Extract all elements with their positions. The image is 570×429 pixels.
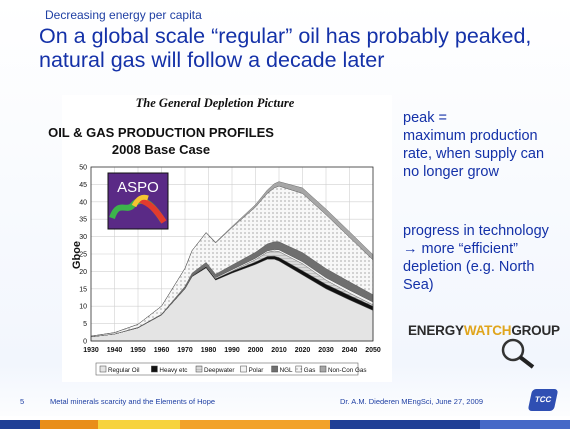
axes: 0 5 10 15 20 25 30 35 40 45 50 1930 1940 1950 1960 1970…	[79, 165, 381, 355]
logo-watch: WATCH	[463, 323, 512, 338]
title-line-2: natural gas will follow a decade later	[39, 48, 385, 72]
technology-note-line-1: progress in technology	[403, 223, 549, 239]
y-tick-label: 20	[79, 269, 87, 276]
legend-label: Regular Oil	[108, 367, 140, 374]
x-tick-label: 1940	[107, 347, 123, 354]
y-axis-label: Gboe	[71, 241, 83, 269]
footer-stripe	[98, 420, 180, 429]
x-tick-label: 1970	[177, 347, 193, 354]
footer-right-text: Dr. A.M. Diederen MEngSci, June 27, 2009	[340, 397, 483, 406]
chart-subtitle: 2008 Base Case	[111, 142, 211, 157]
magnifier-icon	[501, 338, 535, 369]
chart-title: OIL & GAS PRODUCTION PROFILES	[48, 125, 274, 140]
technology-note: progress in technology → more “efficient…	[403, 222, 549, 294]
logo-energy: ENERGY	[408, 323, 464, 338]
logo-group: GROUP	[511, 323, 560, 338]
legend-label: Gas	[304, 367, 316, 374]
footer-left-text: Metal minerals scarcity and the Elements…	[50, 397, 216, 406]
legend-swatch	[99, 365, 107, 373]
technology-note-line-4: Sea)	[403, 277, 434, 293]
peak-note-line-1: peak =	[403, 110, 447, 126]
chart-legend: Regular Oil Heavy etc Deepwater Polar NGL Gas…	[95, 362, 367, 376]
peak-note-line-2: maximum production	[403, 128, 538, 144]
legend-swatch	[295, 365, 303, 373]
x-tick-label: 1990	[224, 347, 240, 354]
energy-watch-group-logo: ENERGYWATCHGROUP	[408, 323, 560, 338]
peak-note-line-3: rate, when supply can	[403, 146, 545, 162]
x-tick-label: 1960	[154, 347, 170, 354]
legend-label: Deepwater	[204, 367, 234, 374]
title-line-1: On a global scale “regular” oil has prob…	[39, 24, 532, 48]
y-tick-label: 15	[79, 286, 87, 293]
legend-frame	[95, 362, 359, 376]
figure-subtitle: The General Depletion Picture	[135, 96, 295, 110]
tcc-badge-text: TCC	[533, 395, 553, 404]
y-tick-label: 50	[79, 165, 87, 172]
technology-note-line-2: → more “efficient”	[403, 241, 518, 257]
y-tick-label: 35	[79, 217, 87, 224]
peak-note-line-4: no longer grow	[403, 164, 499, 180]
footer-stripe	[0, 420, 40, 429]
technology-note-line-3: depletion (e.g. North	[403, 259, 535, 275]
legend-swatch	[151, 365, 158, 373]
chart-title-block: OIL & GAS PRODUCTION PROFILES 2008 Base …	[36, 124, 286, 158]
y-tick-label: 0	[83, 339, 87, 346]
y-tick-label: 40	[79, 199, 87, 206]
footer-page-number: 5	[20, 397, 25, 406]
y-tick-label: 5	[83, 321, 87, 328]
legend-label: NGL	[280, 367, 293, 374]
y-tick-label: 45	[79, 182, 87, 189]
slide-kicker: Decreasing energy per capita	[45, 8, 202, 22]
x-tick-label: 1930	[83, 347, 99, 354]
y-tick-label: 30	[79, 234, 87, 241]
x-tick-label: 2040	[342, 347, 358, 354]
footer-stripe	[480, 420, 570, 429]
x-tick-label: 1980	[201, 347, 217, 354]
legend-label: Polar	[249, 367, 264, 374]
footer-stripe	[330, 420, 480, 429]
peak-note: peak = maximum production rate, when sup…	[403, 109, 544, 181]
aspo-logo: ASPO	[107, 172, 169, 230]
x-tick-label: 2030	[318, 347, 334, 354]
legend-label: Non-Con Gas	[328, 367, 367, 374]
legend-swatch	[271, 365, 278, 373]
legend-swatch	[319, 365, 327, 373]
footer-stripe	[180, 420, 330, 429]
legend-label: Heavy etc	[159, 367, 187, 374]
x-tick-label: 2000	[248, 347, 264, 354]
y-tick-label: 10	[79, 304, 87, 311]
x-tick-label: 2050	[365, 347, 381, 354]
legend-swatch	[240, 365, 247, 373]
x-tick-label: 2020	[295, 347, 311, 354]
tcc-badge: TCC	[527, 389, 559, 411]
plot-frame	[90, 166, 374, 342]
x-tick-label: 2010	[271, 347, 287, 354]
x-tick-label: 1950	[130, 347, 146, 354]
aspo-logo-text: ASPO	[117, 179, 159, 196]
footer-stripe	[40, 420, 98, 429]
y-tick-label: 25	[79, 252, 87, 259]
legend-swatch	[195, 365, 203, 373]
slide-title: On a global scale “regular” oil has prob…	[39, 24, 559, 72]
